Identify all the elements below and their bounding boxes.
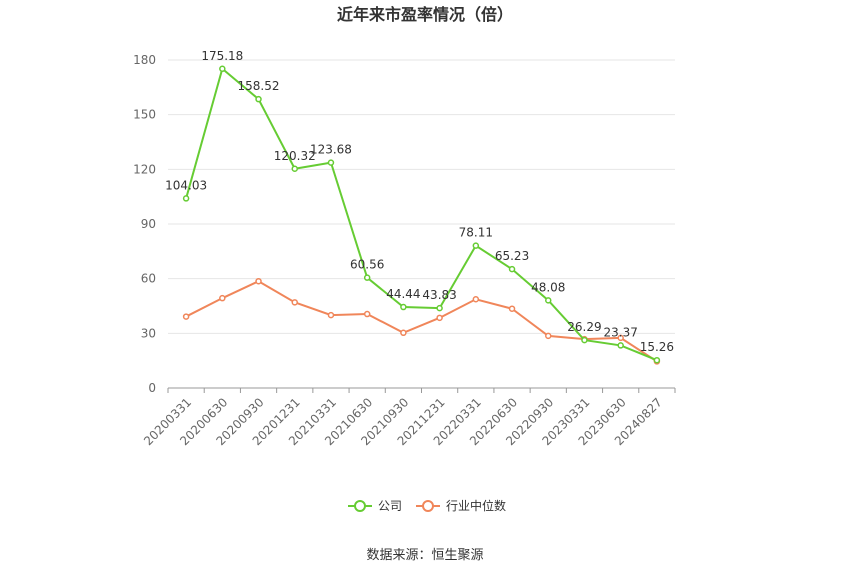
data-point	[255, 277, 262, 285]
legend-marker	[354, 500, 366, 512]
legend-company[interactable]: 公司	[348, 499, 402, 513]
data-point	[182, 195, 190, 202]
y-tick-label: 0	[148, 381, 156, 395]
series-industry-median	[182, 277, 661, 365]
data-point	[581, 336, 588, 344]
data-point	[436, 304, 443, 312]
y-tick-label: 150	[133, 108, 156, 122]
data-source: 数据来源：恒生聚源	[366, 548, 483, 563]
series-line	[185, 67, 658, 362]
data-point	[327, 159, 335, 166]
y-tick-label: 120	[133, 162, 156, 176]
series-company	[182, 65, 661, 364]
data-point	[617, 334, 624, 342]
data-label: 60.56	[350, 258, 384, 272]
data-label: 23.37	[603, 325, 637, 339]
data-point	[182, 313, 190, 320]
data-point	[219, 294, 226, 302]
data-point	[363, 310, 371, 318]
legend-label: 行业中位数	[446, 498, 506, 513]
data-point	[545, 332, 552, 340]
legend-industry-median[interactable]: 行业中位数	[416, 498, 506, 513]
data-point	[545, 297, 552, 304]
data-label: 26.29	[567, 320, 601, 334]
data-label: 44.44	[386, 287, 420, 301]
series-line	[185, 280, 658, 363]
data-point	[653, 356, 661, 364]
y-tick-label: 180	[133, 53, 156, 67]
data-point	[291, 299, 298, 306]
chart-title: 近年来市盈率情况（倍）	[337, 5, 513, 24]
data-point	[400, 329, 407, 337]
data-point	[400, 303, 407, 311]
data-point	[255, 95, 262, 103]
data-label: 78.11	[459, 226, 493, 240]
data-point	[617, 342, 624, 349]
data-point	[472, 296, 480, 303]
data-label: 48.08	[531, 280, 565, 294]
data-point	[363, 274, 371, 281]
data-label: 175.18	[201, 49, 243, 63]
legend-label: 公司	[378, 499, 402, 513]
y-tick-label: 60	[141, 272, 156, 286]
data-label: 43.83	[422, 288, 456, 302]
data-label: 123.68	[310, 143, 352, 157]
legend-marker	[422, 500, 434, 512]
data-label: 158.52	[238, 79, 280, 93]
data-point	[508, 265, 516, 273]
data-point	[508, 305, 516, 312]
data-label: 120.32	[274, 149, 316, 163]
data-point	[219, 65, 226, 73]
data-point	[327, 311, 335, 319]
data-label: 65.23	[495, 249, 529, 263]
data-point	[436, 314, 443, 322]
data-label: 15.26	[640, 340, 674, 354]
data-point	[472, 242, 480, 249]
y-tick-label: 30	[141, 326, 156, 340]
y-tick-label: 90	[141, 217, 156, 231]
data-label: 104.03	[165, 178, 207, 192]
data-point	[291, 165, 298, 173]
